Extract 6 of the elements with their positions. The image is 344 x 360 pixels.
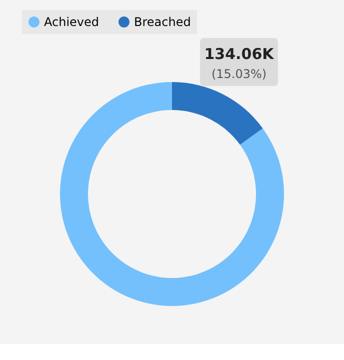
donut-slice	[172, 82, 263, 145]
text: (15.03%)	[211, 67, 267, 81]
legend-label: Achieved	[44, 15, 100, 29]
donut-slice	[60, 82, 284, 306]
legend-label: Breached	[134, 15, 191, 29]
text: 134.06K	[204, 45, 276, 63]
